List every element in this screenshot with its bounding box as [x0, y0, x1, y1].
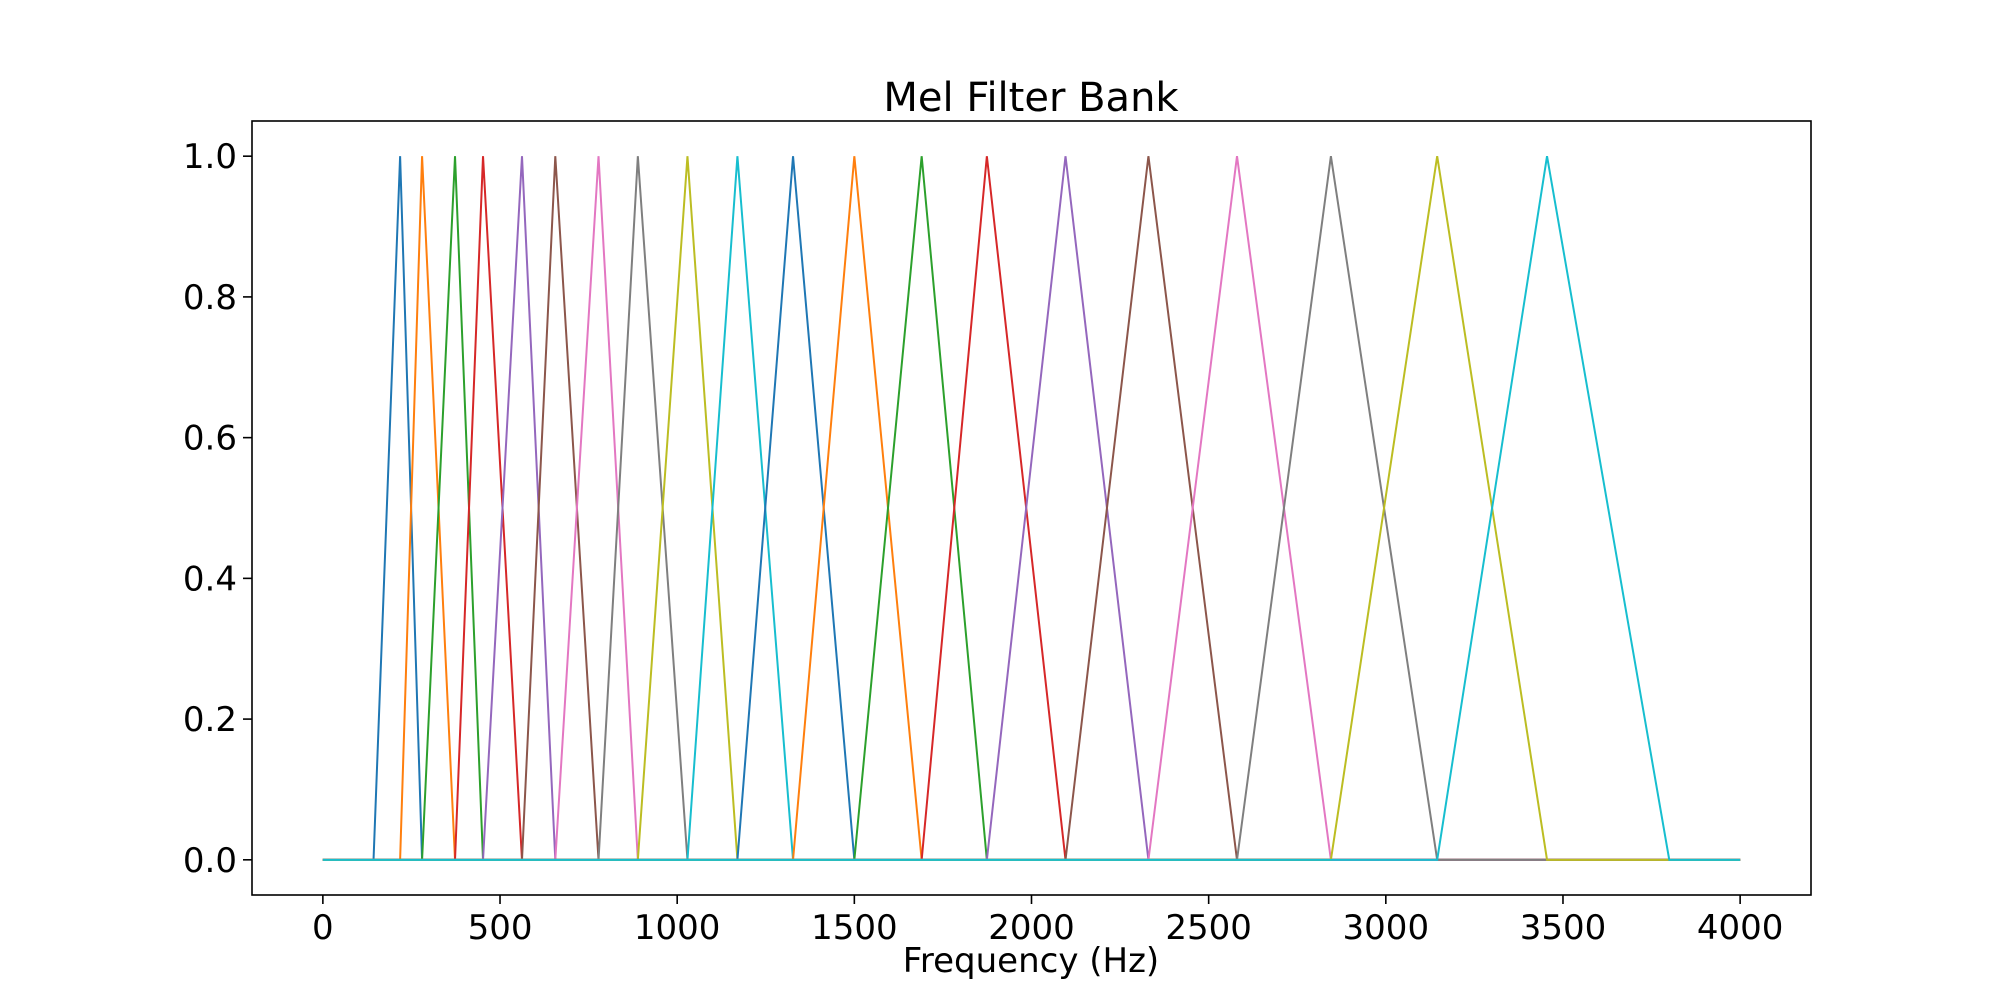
- y-tick-label: 1.0: [183, 137, 237, 177]
- x-tick-label: 500: [468, 908, 533, 948]
- chart-title: Mel Filter Bank: [883, 75, 1179, 121]
- x-tick-label: 2500: [1165, 908, 1252, 948]
- y-tick-label: 0.8: [183, 278, 237, 318]
- y-tick-label: 0.2: [183, 700, 237, 740]
- series-layer: [322, 156, 1741, 861]
- x-tick-label: 3500: [1520, 908, 1607, 948]
- y-axis: 0.0 0.2 0.4 0.6 0.8 1.0: [183, 137, 252, 881]
- y-tick-label: 0.4: [183, 559, 237, 599]
- x-tick-label: 2000: [988, 908, 1075, 948]
- filter-line-20: [322, 156, 1741, 861]
- x-tick-label: 0: [312, 908, 334, 948]
- y-tick-label: 0.0: [183, 841, 237, 881]
- y-tick-label: 0.6: [183, 419, 237, 459]
- x-tick-label: 1500: [811, 908, 898, 948]
- x-tick-label: 3000: [1343, 908, 1430, 948]
- x-tick-label: 4000: [1697, 908, 1784, 948]
- x-axis: 0 500 1000 1500 2000 2500 3000 3500 4000: [312, 895, 1783, 948]
- x-axis-label: Frequency (Hz): [903, 941, 1159, 981]
- x-tick-label: 1000: [634, 908, 721, 948]
